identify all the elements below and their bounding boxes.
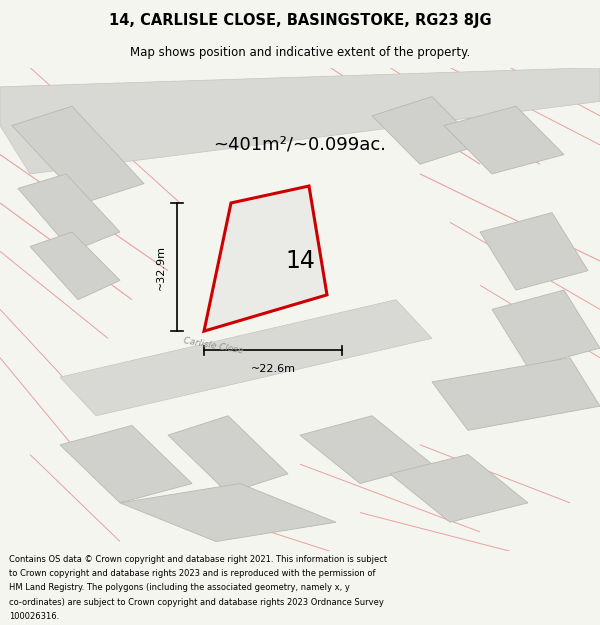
Polygon shape	[480, 213, 588, 290]
Polygon shape	[168, 416, 288, 493]
Polygon shape	[60, 426, 192, 503]
Polygon shape	[0, 68, 600, 174]
Polygon shape	[300, 416, 432, 484]
Polygon shape	[492, 290, 600, 368]
Polygon shape	[18, 174, 120, 251]
Text: HM Land Registry. The polygons (including the associated geometry, namely x, y: HM Land Registry. The polygons (includin…	[9, 584, 350, 592]
Text: ~32.9m: ~32.9m	[156, 244, 166, 289]
Text: 14: 14	[285, 249, 315, 273]
Polygon shape	[60, 300, 432, 416]
Text: co-ordinates) are subject to Crown copyright and database rights 2023 Ordnance S: co-ordinates) are subject to Crown copyr…	[9, 598, 384, 607]
Polygon shape	[204, 186, 327, 331]
Text: to Crown copyright and database rights 2023 and is reproduced with the permissio: to Crown copyright and database rights 2…	[9, 569, 376, 578]
Polygon shape	[432, 357, 600, 430]
Polygon shape	[372, 96, 480, 164]
Polygon shape	[30, 232, 120, 300]
Text: 14, CARLISLE CLOSE, BASINGSTOKE, RG23 8JG: 14, CARLISLE CLOSE, BASINGSTOKE, RG23 8J…	[109, 12, 491, 28]
Polygon shape	[120, 484, 336, 542]
Text: ~401m²/~0.099ac.: ~401m²/~0.099ac.	[214, 136, 386, 154]
Text: ~22.6m: ~22.6m	[251, 364, 296, 374]
Text: 100026316.: 100026316.	[9, 612, 59, 621]
Text: Contains OS data © Crown copyright and database right 2021. This information is : Contains OS data © Crown copyright and d…	[9, 555, 387, 564]
Text: Map shows position and indicative extent of the property.: Map shows position and indicative extent…	[130, 46, 470, 59]
Polygon shape	[444, 106, 564, 174]
Text: Carlisle Close: Carlisle Close	[182, 336, 244, 356]
Polygon shape	[390, 454, 528, 522]
Polygon shape	[12, 106, 144, 203]
